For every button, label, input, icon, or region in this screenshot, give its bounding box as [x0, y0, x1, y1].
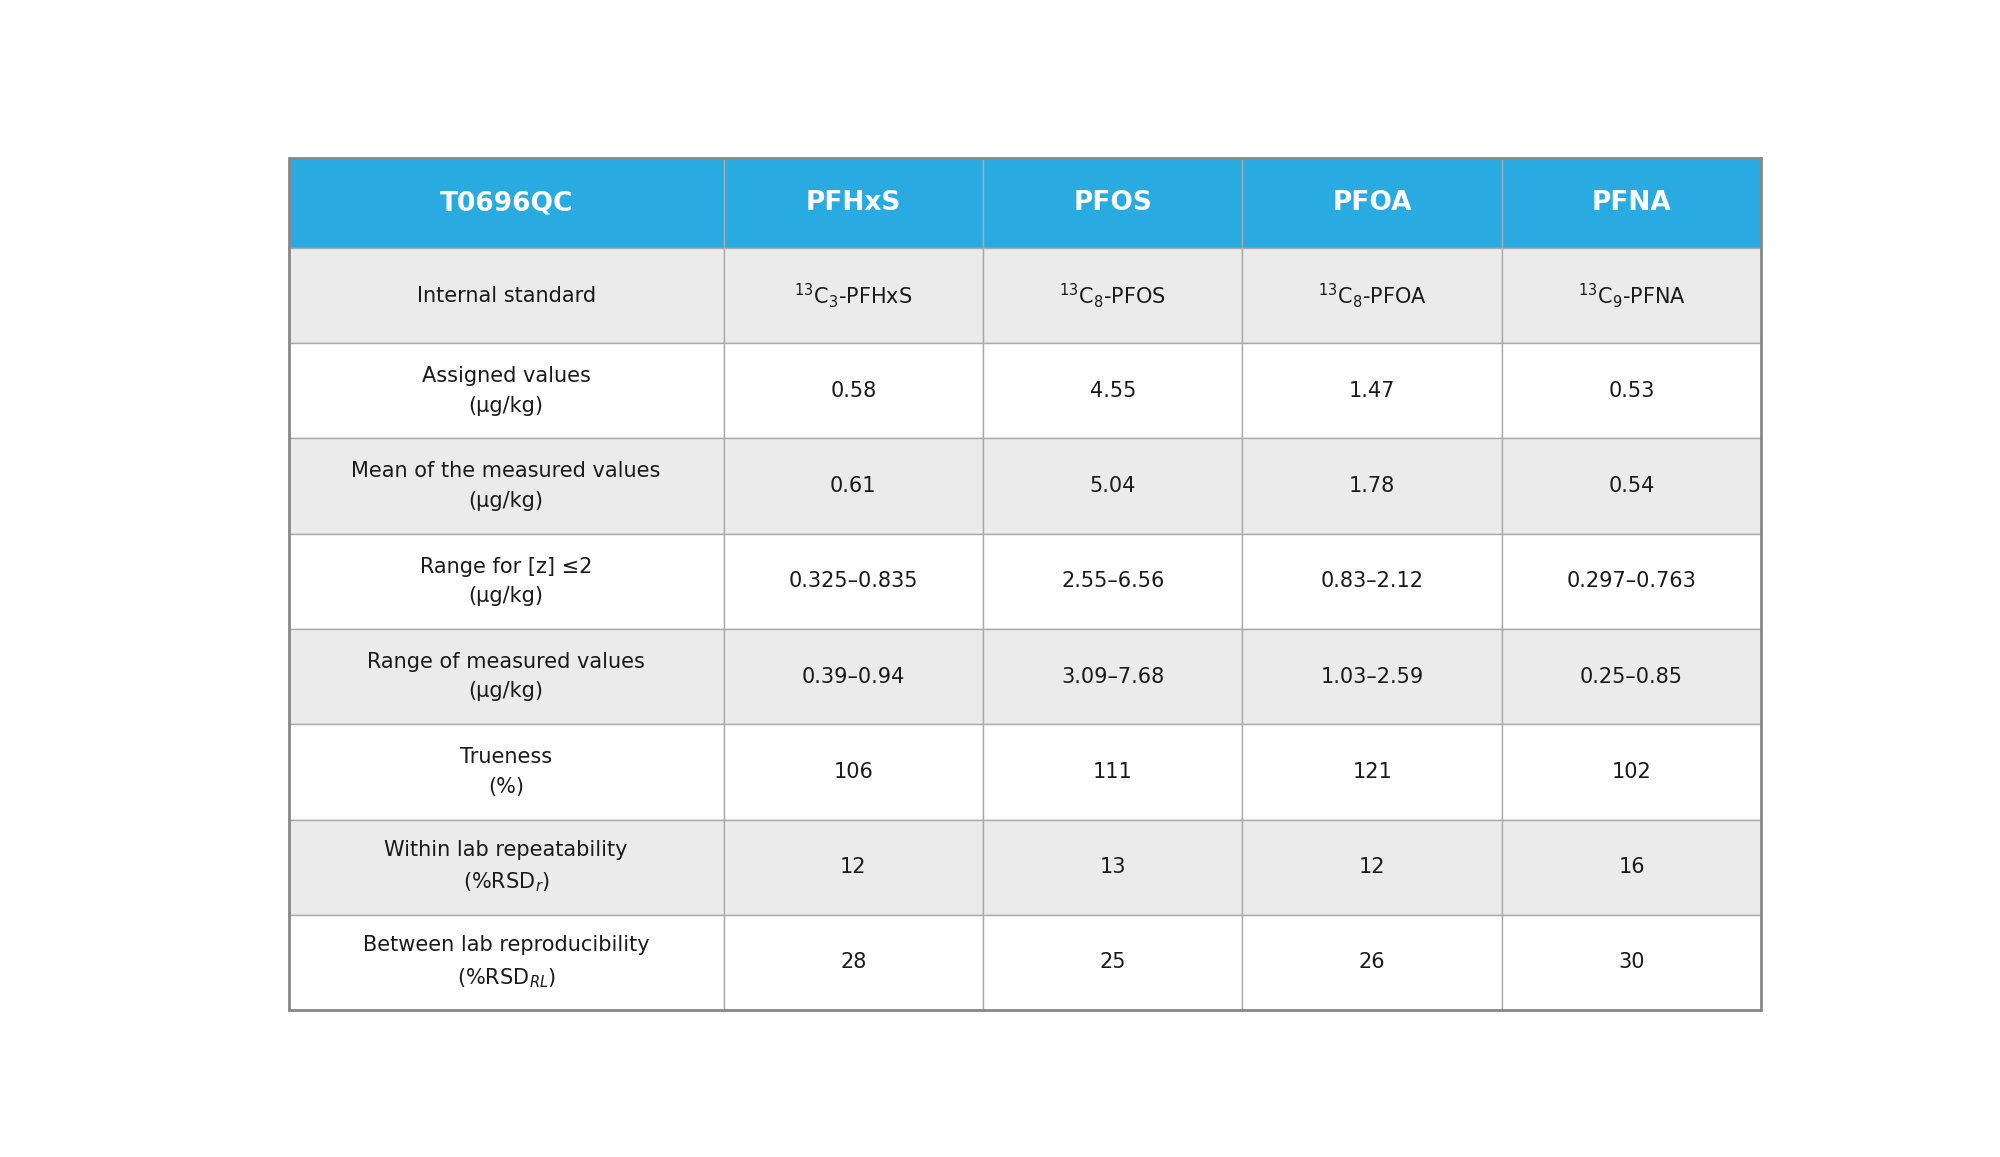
Bar	[1502, 724, 1762, 819]
Text: 0.53: 0.53	[1608, 381, 1654, 400]
Bar	[288, 819, 724, 915]
Bar	[1242, 724, 1502, 819]
Bar	[1502, 819, 1762, 915]
Text: 26: 26	[1358, 952, 1386, 973]
Bar	[724, 159, 982, 248]
Bar	[982, 629, 1242, 724]
Text: 1.78: 1.78	[1348, 476, 1396, 496]
Bar	[288, 533, 724, 629]
Text: 2.55–6.56: 2.55–6.56	[1062, 572, 1164, 591]
Bar	[1502, 248, 1762, 344]
Bar	[1502, 629, 1762, 724]
Text: PFHxS: PFHxS	[806, 190, 900, 216]
Bar	[982, 724, 1242, 819]
Bar	[982, 248, 1242, 344]
Bar	[982, 344, 1242, 439]
Text: Internal standard: Internal standard	[416, 286, 596, 305]
Text: 106: 106	[834, 762, 874, 782]
Text: 28: 28	[840, 952, 866, 973]
Bar	[1242, 344, 1502, 439]
Bar	[982, 819, 1242, 915]
Bar	[1502, 439, 1762, 533]
Text: 25: 25	[1100, 952, 1126, 973]
Text: Assigned values
(μg/kg): Assigned values (μg/kg)	[422, 366, 590, 415]
Text: $^{13}$C$_8$-PFOS: $^{13}$C$_8$-PFOS	[1060, 281, 1166, 310]
Bar	[288, 439, 724, 533]
Text: 121: 121	[1352, 762, 1392, 782]
Bar	[288, 724, 724, 819]
Text: 5.04: 5.04	[1090, 476, 1136, 496]
Bar	[982, 439, 1242, 533]
Bar	[1242, 439, 1502, 533]
Text: 0.39–0.94: 0.39–0.94	[802, 666, 904, 686]
Text: 111: 111	[1092, 762, 1132, 782]
Text: 1.47: 1.47	[1348, 381, 1396, 400]
Text: Range for [z] ≤2
(μg/kg): Range for [z] ≤2 (μg/kg)	[420, 557, 592, 606]
Text: Within lab repeatability
(%RSD$_r$): Within lab repeatability (%RSD$_r$)	[384, 840, 628, 894]
Bar	[724, 533, 982, 629]
Bar	[982, 159, 1242, 248]
Bar	[982, 533, 1242, 629]
Bar	[1502, 533, 1762, 629]
Bar	[724, 344, 982, 439]
Text: PFNA: PFNA	[1592, 190, 1672, 216]
Text: PFOS: PFOS	[1074, 190, 1152, 216]
Text: 12: 12	[1358, 857, 1386, 877]
Text: 0.61: 0.61	[830, 476, 876, 496]
Text: 3.09–7.68: 3.09–7.68	[1062, 666, 1164, 686]
Text: Between lab reproducibility
(%RSD$_{RL}$): Between lab reproducibility (%RSD$_{RL}$…	[362, 935, 650, 989]
Bar	[1502, 344, 1762, 439]
Bar	[724, 248, 982, 344]
Bar	[288, 248, 724, 344]
Bar	[288, 159, 724, 248]
Text: 1.03–2.59: 1.03–2.59	[1320, 666, 1424, 686]
Text: Trueness
(%): Trueness (%)	[460, 747, 552, 797]
Text: 12: 12	[840, 857, 866, 877]
Text: $^{13}$C$_8$-PFOA: $^{13}$C$_8$-PFOA	[1318, 281, 1426, 310]
Bar	[724, 819, 982, 915]
Text: 102: 102	[1612, 762, 1652, 782]
Text: Mean of the measured values
(μg/kg): Mean of the measured values (μg/kg)	[352, 462, 660, 511]
Bar	[1242, 629, 1502, 724]
Bar	[1242, 248, 1502, 344]
Bar	[288, 915, 724, 1010]
Text: $^{13}$C$_9$-PFNA: $^{13}$C$_9$-PFNA	[1578, 281, 1686, 310]
Bar	[288, 344, 724, 439]
Text: Range of measured values
(μg/kg): Range of measured values (μg/kg)	[368, 651, 646, 701]
Text: 0.83–2.12: 0.83–2.12	[1320, 572, 1424, 591]
Text: 16: 16	[1618, 857, 1644, 877]
Bar	[1502, 915, 1762, 1010]
Text: PFOA: PFOA	[1332, 190, 1412, 216]
Bar	[1502, 159, 1762, 248]
Text: $^{13}$C$_3$-PFHxS: $^{13}$C$_3$-PFHxS	[794, 281, 912, 310]
Text: 0.54: 0.54	[1608, 476, 1654, 496]
Bar	[724, 439, 982, 533]
Text: 13: 13	[1100, 857, 1126, 877]
Bar	[982, 915, 1242, 1010]
Text: 0.58: 0.58	[830, 381, 876, 400]
Bar	[724, 724, 982, 819]
Bar	[1242, 915, 1502, 1010]
Bar	[1242, 819, 1502, 915]
Bar	[724, 915, 982, 1010]
Bar	[288, 629, 724, 724]
Text: 0.297–0.763: 0.297–0.763	[1566, 572, 1696, 591]
Text: 4.55: 4.55	[1090, 381, 1136, 400]
Text: T0696QC: T0696QC	[440, 190, 572, 216]
Bar	[1242, 533, 1502, 629]
Text: 0.25–0.85: 0.25–0.85	[1580, 666, 1684, 686]
Text: 0.325–0.835: 0.325–0.835	[788, 572, 918, 591]
Text: 30: 30	[1618, 952, 1644, 973]
Bar	[724, 629, 982, 724]
Bar	[1242, 159, 1502, 248]
